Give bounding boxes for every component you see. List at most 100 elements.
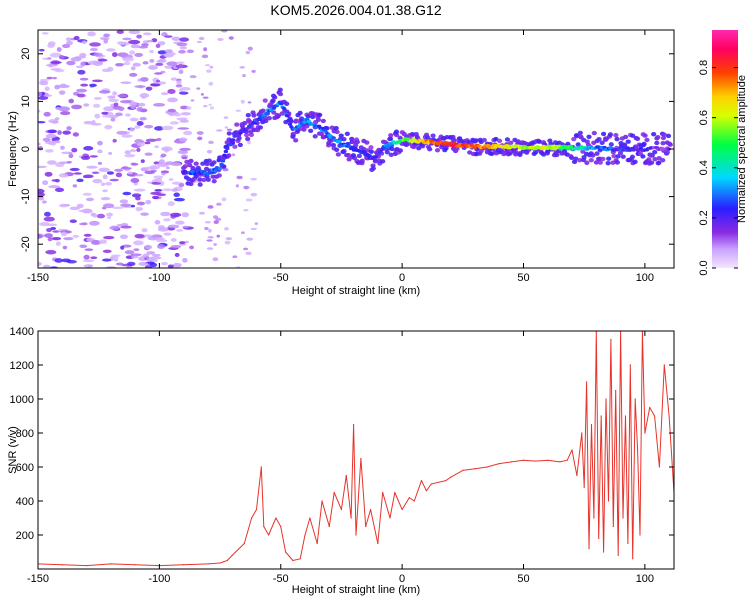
snr-point [333, 491, 335, 494]
spectrogram-noise-cell [112, 91, 118, 96]
spectrogram-noise-cell [155, 177, 162, 183]
snr-point [401, 508, 403, 511]
spectrogram-noise-cell [186, 49, 194, 54]
spectrogram-noise-cell [120, 225, 132, 229]
spectrogram-ridge-halo [605, 160, 611, 166]
spectrogram-noise-cell [136, 106, 144, 112]
spectrogram-ridge-halo [242, 120, 248, 126]
spectrogram-noise-cell [78, 209, 90, 213]
spectrogram-ridge-halo [272, 95, 278, 100]
spectrogram-noise-cell [247, 46, 253, 51]
spectrogram-ridge-halo [312, 134, 318, 139]
colorbar-tick-label: 0.8 [698, 60, 710, 75]
spectrogram-noise-cell [129, 72, 138, 77]
snr-point [445, 480, 447, 482]
spectrogram-ridge-cell [568, 144, 574, 148]
spectrogram-noise-cell [161, 146, 173, 152]
snr-point [617, 554, 619, 557]
spectrogram-noise-cell [208, 81, 214, 86]
spectrogram-noise-cell [103, 33, 111, 38]
spectrogram-noise-cell [116, 130, 127, 135]
spectrogram-ridge-halo [270, 98, 276, 103]
spectrogram-noise-cell [203, 104, 208, 108]
snr-point [559, 461, 561, 463]
spectrogram-noise-cell [46, 228, 52, 233]
spectrogram-ridge-cell [230, 138, 236, 142]
spectrogram-noise-cell [97, 140, 103, 146]
spectrogram-noise-cell [134, 125, 141, 129]
snr-point [607, 500, 610, 502]
spectrogram-noise-cell [129, 127, 135, 132]
spectrogram-noise-cell [177, 150, 189, 155]
spectrogram-noise-cell [150, 83, 161, 87]
spectrogram-ridge-halo [517, 152, 523, 158]
spectrogram-ridge-halo [211, 179, 217, 184]
spectrogram-noise-cell [119, 234, 128, 239]
spectrogram-noise-cell [179, 46, 188, 50]
colorbar-tick-label: 0.6 [698, 110, 710, 125]
snr-point [486, 466, 488, 468]
spectrogram-ridge-halo [629, 154, 636, 160]
spectrogram-noise-cell [65, 37, 72, 42]
spectrogram-ridge-halo [615, 154, 621, 159]
spectrogram-noise-cell [80, 83, 89, 87]
spectrogram-noise-cell [92, 79, 103, 83]
spectrogram-noise-cell [73, 35, 80, 41]
spectrogram-noise-cell [60, 111, 71, 116]
spectrogram-ridge-cell [223, 149, 229, 154]
spectrogram-noise-cell [101, 111, 109, 115]
spectrogram-ridge-cell [284, 114, 290, 118]
spectrogram-noise-cell [89, 155, 98, 158]
spectrogram-ridge-halo [623, 134, 629, 140]
spectrogram-noise-cell [156, 162, 168, 166]
spectrogram-noise-cell [208, 140, 214, 145]
spectrogram-noise-cell [157, 227, 169, 232]
spectrogram-noise-cell [160, 170, 170, 174]
spectrogram-ridge-halo [308, 111, 314, 116]
spectrogram-ridge-halo [232, 144, 238, 149]
spectrogram-noise-cell [100, 182, 106, 187]
spectrogram-noise-cell [58, 90, 66, 95]
spectrogram-noise-cell [38, 165, 47, 169]
spectrogram-noise-cell [109, 225, 121, 231]
snr-point [413, 500, 415, 502]
spectrogram-noise-cell [206, 69, 212, 73]
spectrogram-ridge-cell [362, 150, 367, 154]
spectrogram-ridge-halo [393, 132, 400, 138]
spectrogram-noise-cell [254, 222, 258, 225]
spectrogram-ridge-halo [655, 135, 661, 140]
spectrogram-noise-cell [144, 141, 151, 145]
spectrogram-noise-cell [102, 115, 114, 118]
spectrogram-noise-cell [171, 188, 178, 192]
spectrogram-ridge-halo [601, 131, 607, 137]
spectrogram-ridge-halo [297, 110, 303, 116]
snr-point [345, 474, 347, 477]
spectrogram-noise-cell [81, 40, 87, 45]
spectrogram-noise-cell [77, 69, 86, 75]
colorbar: 0.0 0.2 0.4 0.6 0.8 Normalized spectral ampl… [698, 30, 748, 276]
spectrogram-ridge-halo [290, 134, 296, 139]
spectrogram-ridge-halo [216, 173, 222, 178]
spectrogram-noise-cell [47, 57, 52, 60]
spectrogram-noise-cell [171, 181, 181, 185]
spectrogram-ridge-halo [364, 140, 370, 145]
spectrogram-ridge-halo [611, 153, 617, 159]
spectrogram-ridge-halo [245, 112, 251, 118]
snr-point [207, 563, 209, 565]
spectrogram-ridge-halo [425, 144, 432, 150]
spectrogram-noise-cell [177, 127, 190, 130]
spectrogram-ridge-halo [496, 138, 503, 144]
snr-point [352, 423, 355, 426]
spectrogram-ridge-halo [182, 164, 188, 169]
spectrogram-noise-cell [87, 31, 96, 37]
spectrogram-noise-cell [130, 204, 136, 208]
spectrogram-noise-cell [130, 44, 141, 49]
snr-point [636, 449, 639, 451]
spectrogram-ridge-halo [660, 135, 667, 141]
spectrogram-ridge-halo [201, 177, 207, 183]
spectrogram-ridge-halo [245, 136, 251, 142]
spectrogram-ridge-halo [187, 162, 193, 168]
spectrogram-noise-cell [161, 32, 168, 37]
spectrogram-noise-cell [134, 233, 145, 239]
spectrogram-noise-cell [144, 244, 153, 250]
